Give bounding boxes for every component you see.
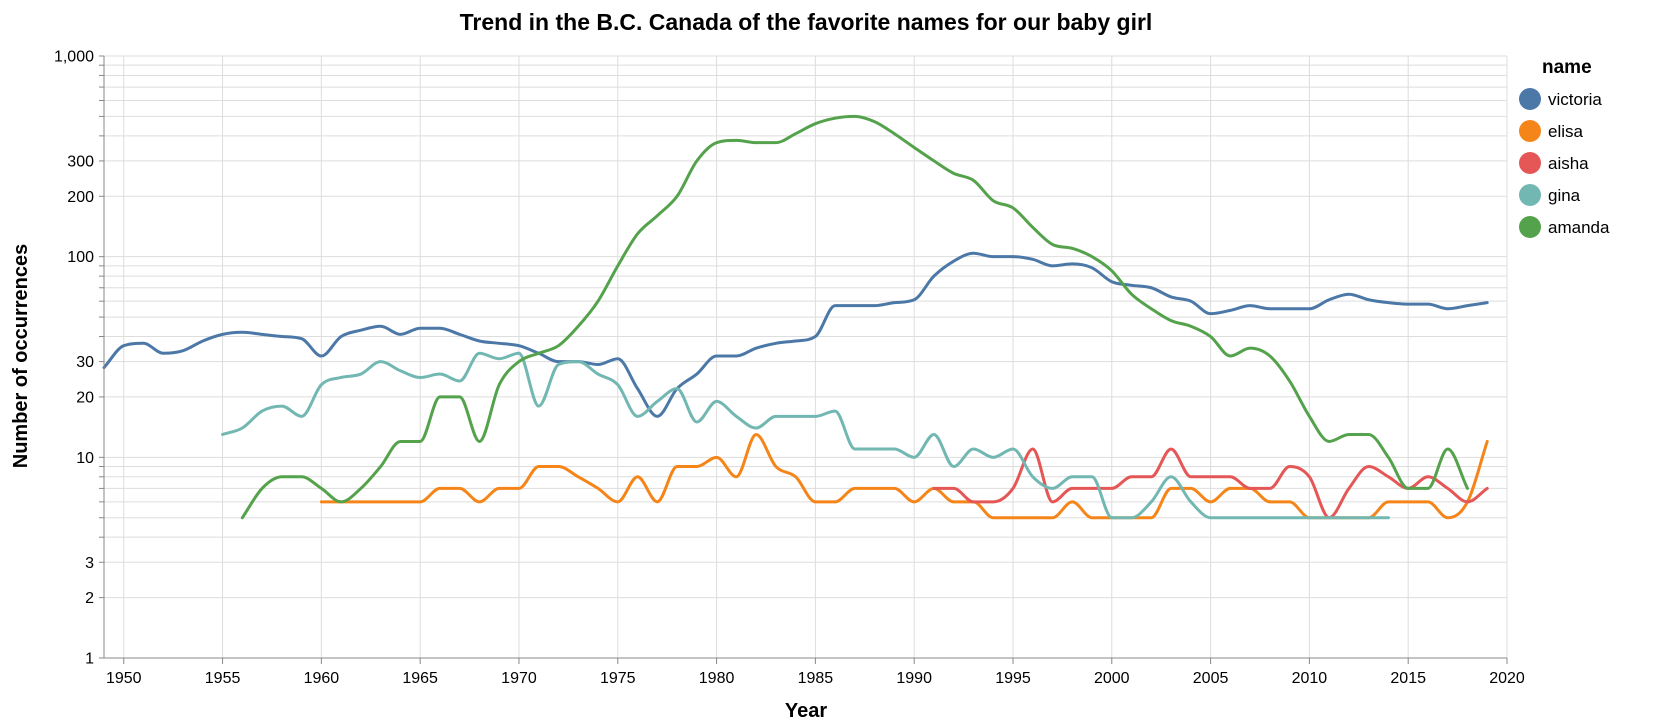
legend-title: name xyxy=(1542,57,1592,78)
x-tick-label: 1975 xyxy=(600,670,636,687)
y-tick-label: 100 xyxy=(67,249,94,266)
legend: name victoria elisa aisha gina amanda xyxy=(1519,57,1610,238)
legend-label: amanda xyxy=(1548,218,1610,237)
legend-swatch xyxy=(1519,120,1541,142)
y-tick-label: 30 xyxy=(76,354,94,371)
x-tick-label: 1995 xyxy=(995,670,1031,687)
y-tick-label: 10 xyxy=(76,450,94,467)
y-tick-label: 1 xyxy=(85,651,94,668)
legend-swatch xyxy=(1519,216,1541,238)
legend-label: gina xyxy=(1548,186,1581,205)
x-tick-label: 1990 xyxy=(896,670,932,687)
y-tick-label: 1,000 xyxy=(54,49,94,66)
x-tick-label: 2020 xyxy=(1489,670,1525,687)
x-tick-label: 2015 xyxy=(1390,670,1426,687)
legend-swatch xyxy=(1519,184,1541,206)
series-line-amanda xyxy=(240,114,1469,520)
legend-swatch xyxy=(1519,152,1541,174)
y-tick-label: 200 xyxy=(67,189,94,206)
series-lines xyxy=(102,114,1489,520)
x-tick-label: 2000 xyxy=(1094,670,1130,687)
x-tick-label: 1965 xyxy=(402,670,438,687)
x-tick-label: 1950 xyxy=(106,670,142,687)
x-tick-label: 1960 xyxy=(304,670,340,687)
y-tick-label: 2 xyxy=(85,590,94,607)
series-line-victoria xyxy=(102,251,1489,418)
x-tick-label: 2005 xyxy=(1193,670,1229,687)
chart-title: Trend in the B.C. Canada of the favorite… xyxy=(460,9,1153,35)
series-line-gina xyxy=(221,351,1390,520)
x-tick-label: 2010 xyxy=(1292,670,1328,687)
axes: 1950 1955 1960 1965 1970 1975 1980 1985 1990 1995… xyxy=(54,49,1525,688)
grid xyxy=(104,55,1508,659)
y-tick-label: 3 xyxy=(85,555,94,572)
legend-item-elisa: elisa xyxy=(1519,120,1584,142)
legend-swatch xyxy=(1519,88,1541,110)
legend-label: victoria xyxy=(1548,90,1602,109)
legend-item-aisha: aisha xyxy=(1519,152,1589,174)
legend-item-amanda: amanda xyxy=(1519,216,1610,238)
x-tick-label: 1985 xyxy=(798,670,834,687)
x-axis-title: Year xyxy=(785,700,827,722)
x-tick-label: 1980 xyxy=(699,670,735,687)
legend-item-gina: gina xyxy=(1519,184,1581,206)
x-tick-label: 1970 xyxy=(501,670,537,687)
series-line-elisa xyxy=(319,432,1489,520)
y-tick-label: 20 xyxy=(76,389,94,406)
legend-label: elisa xyxy=(1548,122,1584,141)
x-tick-label: 1955 xyxy=(205,670,241,687)
series-line-aisha xyxy=(932,447,1489,520)
y-tick-label: 300 xyxy=(67,153,94,170)
legend-label: aisha xyxy=(1548,154,1589,173)
legend-item-victoria: victoria xyxy=(1519,88,1602,110)
y-axis-title: Number of occurrences xyxy=(10,244,32,469)
